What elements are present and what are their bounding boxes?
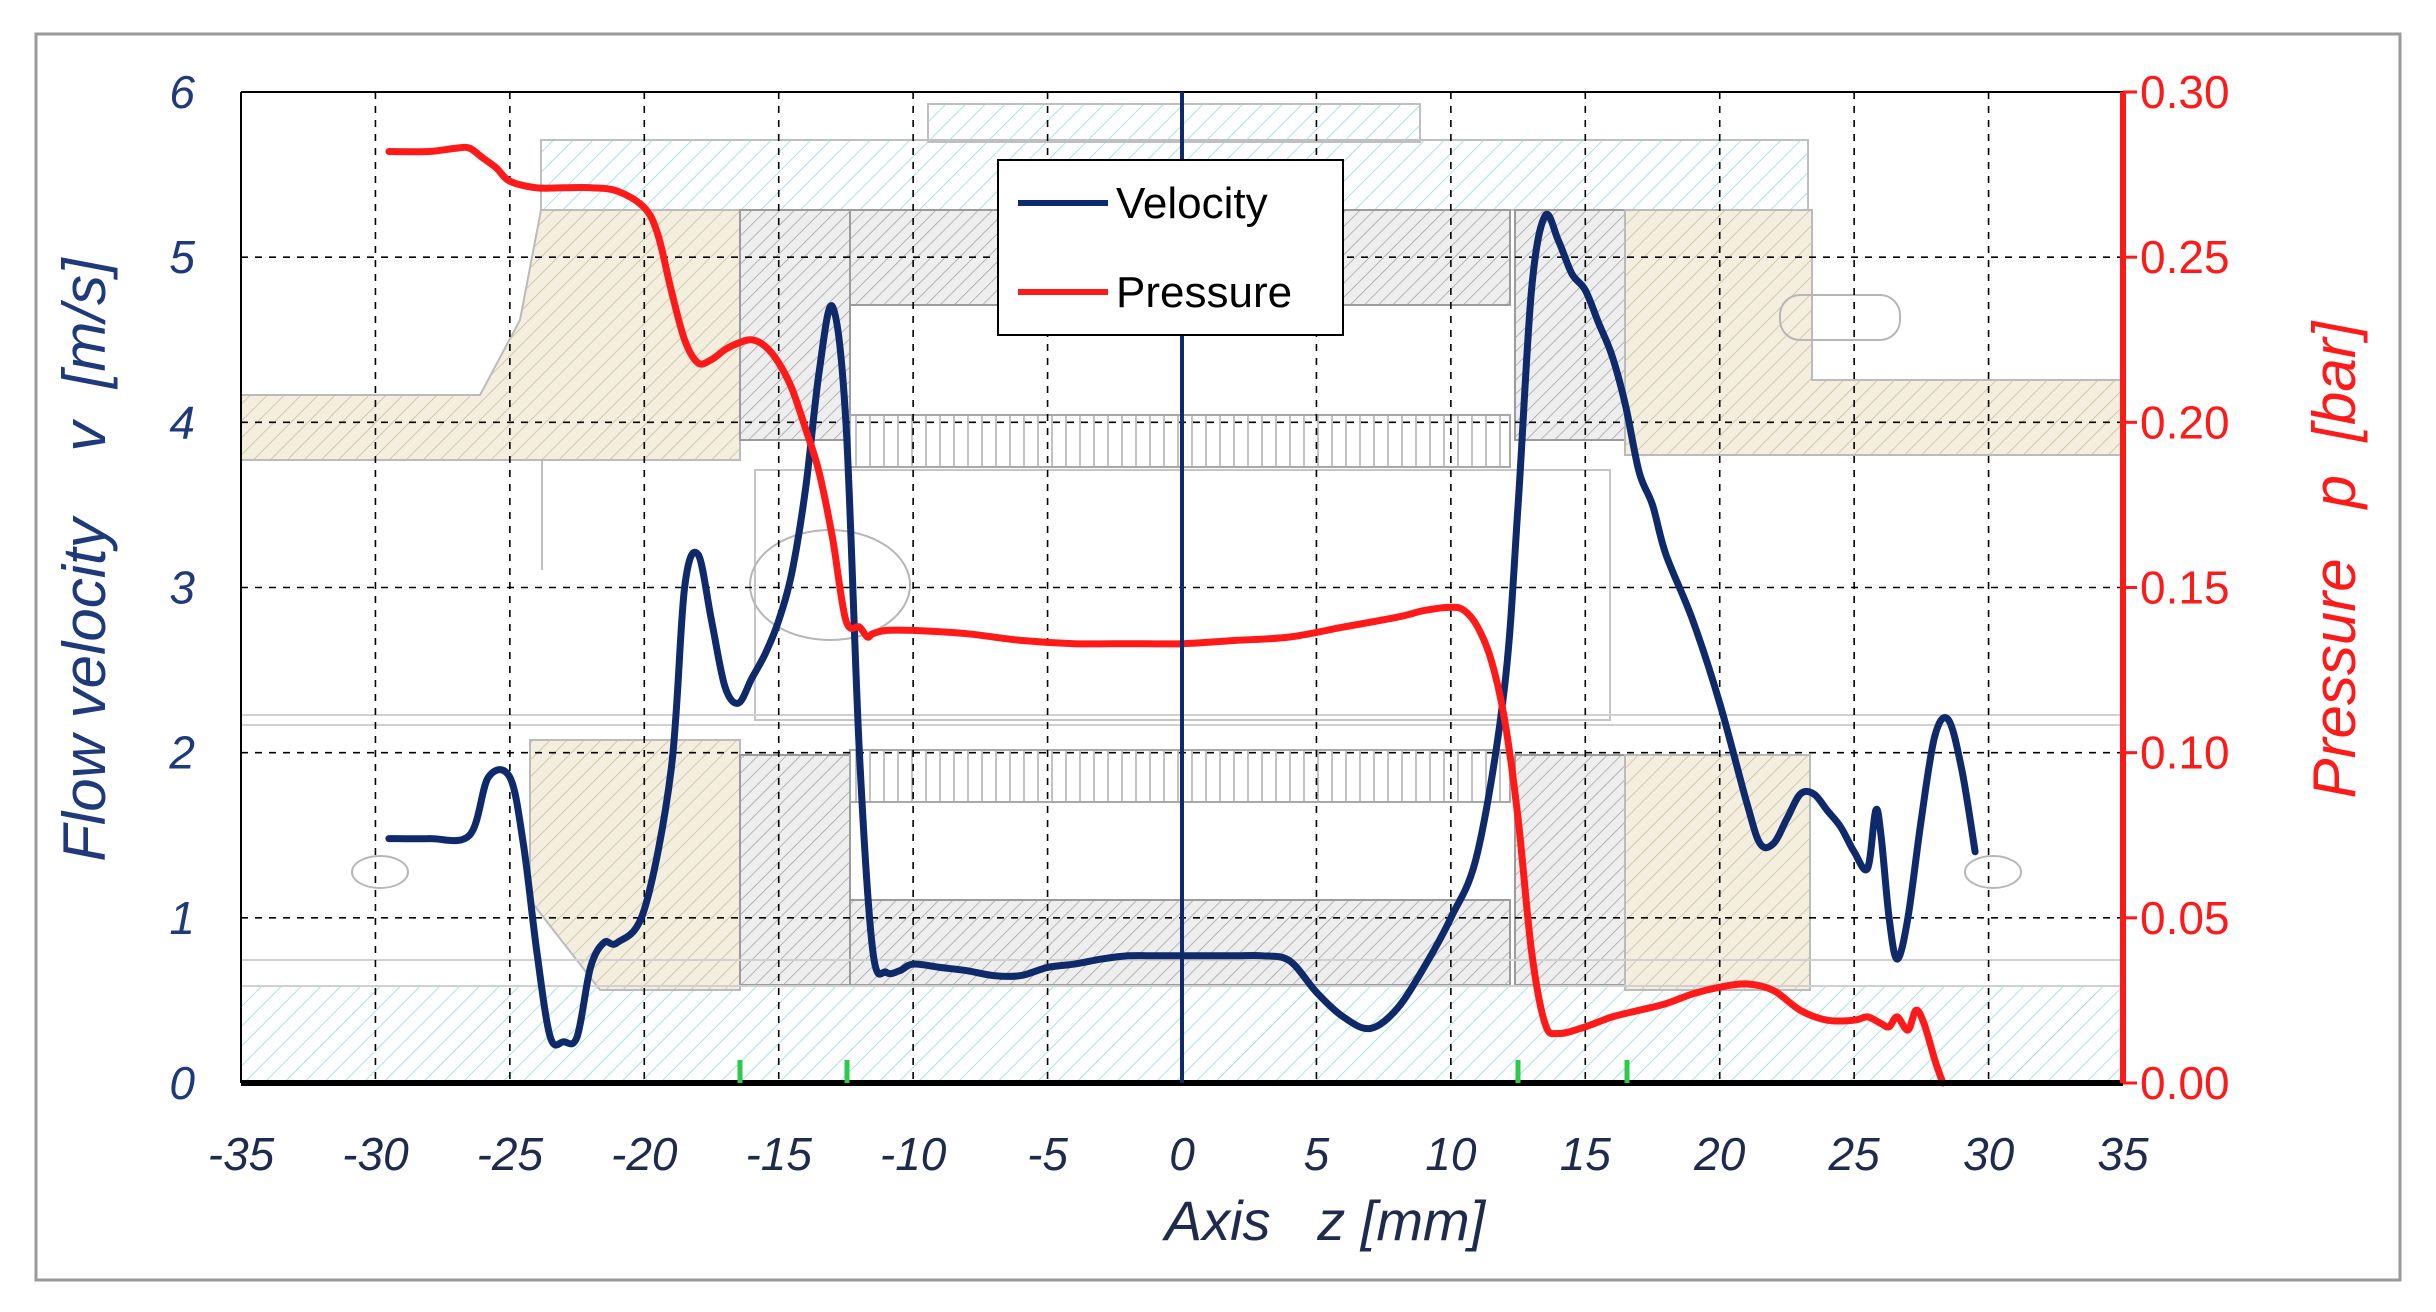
x-axis-title: Axis z [mm] <box>1162 1189 1487 1252</box>
x-tick-label-0: -35 <box>208 1128 275 1180</box>
green-markers <box>737 1060 1630 1083</box>
x-tick-label-9: 10 <box>1425 1128 1477 1180</box>
y-right-tick-label-1: 0.05 <box>2140 892 2230 944</box>
x-tick-labels: -35 -30 -25 -20 -15 -10 -5 0 5 10 15 20 25 30 35 <box>208 1128 2149 1180</box>
series-line-pressure <box>385 143 1947 1087</box>
cross-section-drawing <box>241 103 2123 1082</box>
legend: Velocity Pressure <box>997 159 1344 336</box>
x-tick-label-4: -15 <box>745 1128 812 1180</box>
y-right-tick-label-5: 0.25 <box>2140 231 2230 283</box>
y-right-tick-labels: 0.00 0.05 0.10 0.15 0.20 0.25 0.30 <box>2123 66 2230 1109</box>
y-left-tick-label-6: 6 <box>169 66 195 118</box>
x-tick-label-8: 5 <box>1304 1128 1330 1180</box>
y-right-tick-label-2: 0.10 <box>2140 727 2230 779</box>
legend-velocity-label: Velocity <box>1116 179 1268 228</box>
x-tick-label-7: 0 <box>1169 1128 1195 1180</box>
legend-box <box>997 159 1344 336</box>
x-tick-label-2: -25 <box>477 1128 544 1180</box>
series-layer <box>385 143 1979 1087</box>
y-right-tick-label-6: 0.30 <box>2140 66 2230 118</box>
x-tick-label-5: -10 <box>880 1128 947 1180</box>
y-left-tick-labels: 0 1 2 3 4 5 6 <box>168 66 195 1109</box>
x-tick-label-12: 25 <box>1828 1128 1881 1180</box>
x-tick-label-14: 35 <box>2097 1128 2149 1180</box>
y-left-tick-label-0: 0 <box>169 1057 195 1109</box>
y-left-tick-label-1: 1 <box>169 892 195 944</box>
x-tick-label-1: -30 <box>342 1128 409 1180</box>
x-tick-label-11: 20 <box>1693 1128 1746 1180</box>
y-right-tick-label-0: 0.00 <box>2140 1057 2230 1109</box>
series-line-velocity <box>385 210 1979 1049</box>
y-right-axis-title: Pressure p [bar] <box>2301 320 2368 798</box>
y-left-tick-label-4: 4 <box>169 396 195 448</box>
legend-pressure-label: Pressure <box>1116 268 1292 317</box>
y-right-tick-label-3: 0.15 <box>2140 562 2230 614</box>
y-left-tick-label-3: 3 <box>169 562 195 614</box>
x-tick-label-6: -5 <box>1027 1128 1068 1180</box>
x-tick-label-13: 30 <box>1963 1128 2015 1180</box>
y-left-tick-label-5: 5 <box>169 231 195 283</box>
x-tick-label-10: 15 <box>1560 1128 1612 1180</box>
x-tick-label-3: -20 <box>611 1128 678 1180</box>
y-right-tick-label-4: 0.20 <box>2140 396 2230 448</box>
y-left-tick-label-2: 2 <box>168 727 195 779</box>
y-left-axis-title: Flow velocity v [m/s] <box>51 257 118 862</box>
